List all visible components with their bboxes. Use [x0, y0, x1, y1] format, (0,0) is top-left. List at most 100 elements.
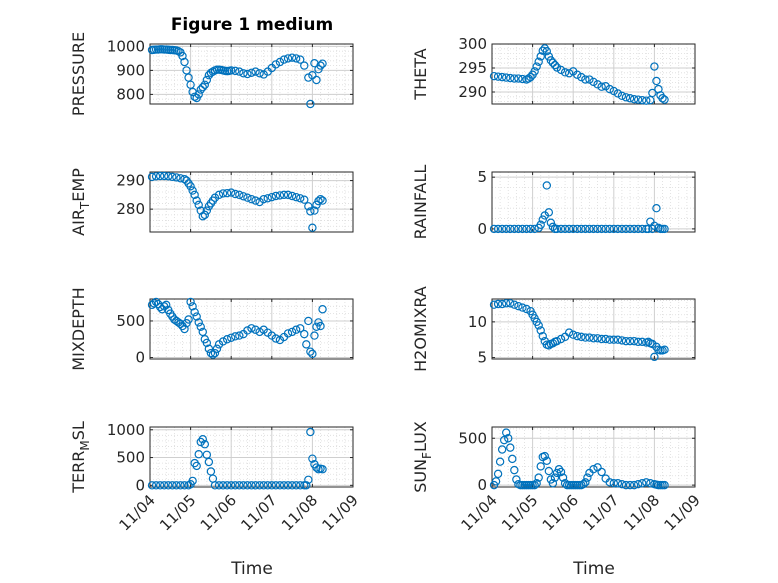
data-point	[172, 481, 181, 490]
data-point	[291, 192, 301, 202]
data-point	[188, 476, 197, 486]
data-point	[621, 480, 631, 490]
data-point	[617, 336, 627, 345]
y-tick-label: 500	[116, 449, 145, 467]
data-point	[194, 90, 203, 99]
data-point	[585, 333, 594, 342]
data-point	[184, 315, 193, 324]
data-point	[502, 299, 511, 308]
data-point	[493, 224, 503, 234]
data-point	[251, 481, 260, 490]
data-point	[609, 224, 619, 234]
data-point	[310, 206, 319, 215]
data-point	[267, 192, 276, 202]
data-point	[510, 300, 519, 309]
data-point	[259, 194, 268, 204]
data-point	[581, 224, 590, 234]
data-point	[613, 479, 623, 488]
data-point	[291, 481, 301, 490]
data-point	[251, 325, 260, 334]
axes-box	[491, 43, 696, 105]
data-point	[510, 224, 519, 234]
data-point	[613, 335, 623, 344]
data-point	[168, 481, 177, 490]
data-point	[296, 194, 305, 203]
data-point	[489, 300, 499, 309]
y-axis-label: RAINFALL	[411, 165, 430, 240]
data-point	[287, 481, 297, 490]
data-point	[200, 80, 210, 90]
data-point	[151, 297, 161, 307]
data-point	[652, 76, 661, 86]
data-point	[526, 224, 535, 234]
data-point	[629, 94, 639, 104]
axes-box	[491, 171, 696, 233]
data-point	[530, 224, 539, 234]
data-point	[548, 222, 558, 232]
data-point	[660, 480, 669, 490]
figure-title: Figure 1 medium	[171, 15, 333, 35]
data-point	[560, 68, 570, 77]
y-tick-label: 1000	[107, 37, 145, 55]
data-point	[621, 336, 631, 346]
x-tick-label: 11/04	[116, 491, 159, 534]
data-point	[550, 473, 560, 482]
data-point	[573, 331, 582, 341]
y-axis-label: PRESSURE	[69, 32, 88, 116]
data-point	[493, 469, 503, 479]
data-point	[589, 464, 598, 474]
data-point	[514, 74, 523, 83]
data-point	[306, 347, 315, 356]
data-point	[198, 212, 207, 221]
y-tick-label: 0	[135, 476, 145, 494]
data-point	[489, 71, 499, 81]
data-point	[164, 172, 173, 181]
x-tick-label: 11/09	[661, 491, 704, 534]
data-point	[308, 454, 317, 463]
data-point	[210, 481, 220, 490]
data-point	[318, 59, 327, 68]
data-point	[569, 330, 578, 339]
data-point	[644, 337, 653, 347]
data-point	[198, 82, 207, 92]
data-point	[536, 326, 545, 335]
data-point	[287, 53, 297, 62]
data-point	[218, 481, 228, 490]
data-point	[251, 196, 260, 205]
data-point	[194, 318, 203, 327]
data-point	[585, 224, 594, 234]
axes-box	[149, 426, 354, 488]
data-point	[318, 305, 327, 314]
data-point	[629, 224, 639, 234]
data-point	[279, 55, 289, 64]
data-point	[196, 322, 205, 332]
data-point	[646, 479, 655, 488]
y-axis-label: TERRMSL	[69, 421, 92, 494]
y-tick-label: 290	[116, 172, 145, 190]
data-point	[495, 457, 505, 466]
data-point	[497, 445, 507, 454]
x-tick-label: 11/08	[278, 491, 321, 534]
data-point	[577, 224, 586, 234]
data-point	[176, 319, 185, 329]
data-point	[589, 334, 598, 343]
data-point	[548, 58, 558, 67]
x-axis-label-right: Time	[572, 559, 615, 579]
data-point	[235, 67, 244, 76]
data-point	[247, 68, 256, 78]
data-point	[518, 74, 527, 84]
data-point	[275, 57, 285, 67]
y-tick-label: 500	[116, 312, 145, 330]
data-point	[629, 480, 639, 490]
data-point	[660, 95, 669, 104]
data-point	[243, 481, 252, 490]
data-point	[302, 481, 311, 490]
data-point	[316, 321, 325, 331]
data-point	[200, 440, 210, 449]
data-point	[192, 461, 201, 471]
data-point	[526, 72, 535, 82]
data-point	[251, 67, 260, 76]
data-point	[605, 224, 614, 234]
